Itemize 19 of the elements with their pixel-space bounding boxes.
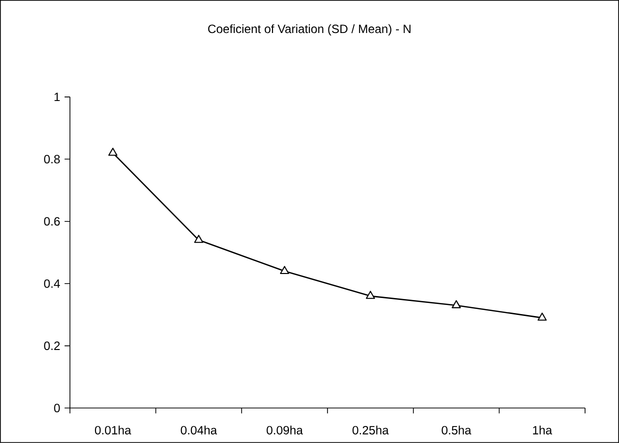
y-tick-label: 0	[54, 404, 60, 412]
y-tick-label: 1	[54, 92, 60, 102]
x-tick-label: 0.5ha	[442, 426, 472, 434]
point	[280, 266, 290, 274]
y-tick-label: 0.6	[44, 217, 60, 226]
x-tick-label: 0.25ha	[352, 426, 389, 434]
y-tick-label: 0.8	[44, 154, 60, 164]
x-tick-label: 0.04ha	[180, 426, 218, 434]
point	[366, 290, 376, 299]
point	[538, 312, 547, 321]
y-tick-label: 0.2	[44, 342, 60, 350]
point	[452, 300, 461, 308]
chart-title: Coeficient of Variation (SD / Mean) - N	[208, 24, 410, 36]
x-tick-label: 0.01ha	[94, 426, 132, 434]
y-tick-label: 0.4	[44, 279, 60, 288]
point	[108, 148, 118, 156]
x-tick-label: 0.09ha	[266, 426, 303, 434]
point	[194, 234, 204, 243]
x-tick-label: 1ha	[533, 426, 552, 434]
